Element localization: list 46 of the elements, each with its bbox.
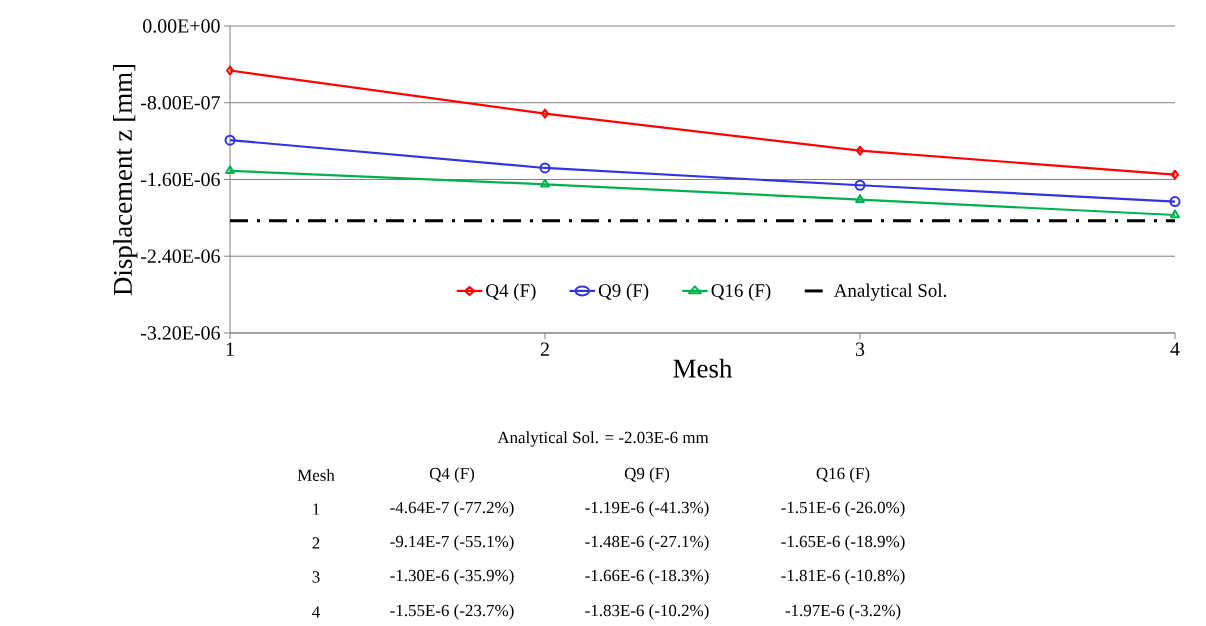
text: -9.14E-7 (-55.1%) (390, 535, 514, 551)
text: -1.81E-6 (-10.8%) (781, 569, 905, 585)
x-axis-title: Mesh (673, 358, 733, 378)
point (540, 178, 550, 188)
point (1170, 209, 1180, 219)
x-tick-label: 4 (1170, 342, 1180, 356)
text: -1.66E-6 (-18.3%) (585, 569, 709, 585)
legend-label: Analytical Sol. (833, 283, 947, 301)
text: -1.55E-6 (-23.7%) (390, 604, 514, 620)
x-tick-label: 2 (540, 342, 549, 356)
point (224, 134, 236, 146)
y-tick-label: -1.60E-06 (140, 172, 220, 187)
text: -4.64E-7 (-77.2%) (390, 501, 514, 517)
y-tick-label: -8.00E-07 (140, 95, 220, 110)
legend-label: Q16 (F) (711, 283, 771, 301)
text: Q4 (F) (429, 467, 475, 483)
text: -1.19E-6 (-41.3%) (585, 501, 709, 517)
y-tick-label: -3.20E-06 (140, 326, 220, 340)
y-axis-title: Displacement z [mm] (113, 64, 138, 296)
point (854, 179, 866, 191)
y-tick-label: -2.40E-06 (140, 249, 220, 263)
text: Q9 (F) (624, 467, 670, 483)
point (541, 108, 550, 119)
point (856, 145, 865, 156)
text: 3 (312, 571, 320, 583)
legend-label: Q9 (F) (598, 283, 649, 301)
point (539, 162, 551, 174)
text: 1 (313, 503, 320, 515)
x-tick-label: 3 (855, 342, 865, 356)
point (225, 165, 235, 175)
text: Q16 (F) (816, 467, 870, 483)
x-tick-label: 1 (226, 342, 234, 356)
y-tick-label: 0.00E+00 (143, 19, 220, 33)
text: -1.83E-6 (-10.2%) (585, 604, 709, 620)
text: 2 (312, 537, 320, 549)
text: Mesh (297, 469, 335, 481)
text: 4 (312, 606, 320, 618)
point (855, 194, 865, 203)
text: -1.51E-6 (-26.0%) (781, 501, 905, 517)
text: Analytical Sol. = -2.03E-6 mm (497, 431, 709, 447)
text: -1.97E-6 (-3.2%) (785, 604, 901, 620)
point (1169, 196, 1181, 208)
text: -1.30E-6 (-35.9%) (390, 569, 514, 585)
text: -1.65E-6 (-18.9%) (781, 535, 905, 551)
text: -1.48E-6 (-27.1%) (585, 535, 709, 551)
legend-label: Q4 (F) (486, 283, 536, 301)
